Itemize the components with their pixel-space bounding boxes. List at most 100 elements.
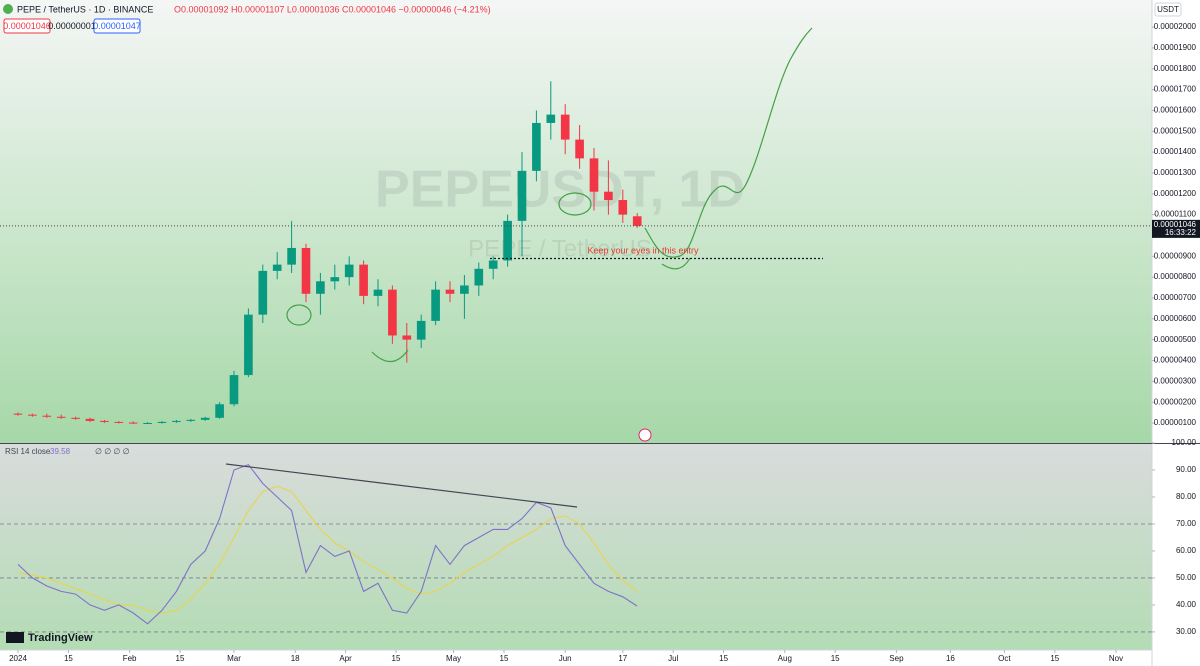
candle-body xyxy=(330,277,340,282)
candle-body xyxy=(359,264,368,296)
symbol: PEPE / TetherUS · 1D · BINANCE xyxy=(17,4,153,14)
x-tick-label: Aug xyxy=(778,654,792,663)
candle-body xyxy=(575,139,584,159)
rsi-value: 39.58 xyxy=(50,447,71,456)
y-tick-label: 0.00000900 xyxy=(1154,251,1197,260)
sell-price[interactable]: 0.00001046 xyxy=(3,21,51,31)
y-tick-label: 100.00 xyxy=(1172,438,1197,447)
candle-body xyxy=(474,268,484,286)
candle-body xyxy=(488,260,498,269)
y-tick-label: 0.00001500 xyxy=(1154,126,1197,135)
candle-body xyxy=(13,413,23,415)
x-tick-label: Sep xyxy=(889,654,904,663)
currency-button[interactable] xyxy=(1154,2,1182,17)
y-tick-label: 0.00001100 xyxy=(1154,210,1196,219)
y-tick-label: 0.00001200 xyxy=(1154,189,1197,198)
y-tick-label: 0.00001400 xyxy=(1154,147,1197,156)
x-tick-label: 17 xyxy=(618,654,627,663)
logo xyxy=(6,632,24,643)
candle-body xyxy=(517,170,527,221)
candle-body xyxy=(215,404,224,418)
candle-body xyxy=(344,264,354,278)
rsi-extras: ∅ ∅ ∅ ∅ xyxy=(95,447,130,456)
candle-body xyxy=(445,289,455,294)
candle-body xyxy=(373,289,383,296)
candle-body xyxy=(229,375,239,405)
candle-body xyxy=(172,420,181,422)
candle-body xyxy=(388,289,397,336)
candle-body xyxy=(244,314,253,376)
x-tick-label: Oct xyxy=(998,654,1011,663)
candle-body xyxy=(460,285,469,294)
rsi-title: RSI 14 close xyxy=(5,447,51,456)
candle-body xyxy=(546,114,556,123)
candle-body xyxy=(416,320,426,340)
x-tick-label: 15 xyxy=(64,654,73,663)
y-tick-label: 0.00000700 xyxy=(1154,293,1197,302)
x-tick-label: Jul xyxy=(668,654,678,663)
x-tick-label: Mar xyxy=(227,654,241,663)
x-tick-label: May xyxy=(446,654,461,663)
x-tick-label: Jun xyxy=(559,654,572,663)
rsi-pane xyxy=(0,444,1152,650)
candle-body xyxy=(604,191,613,201)
x-tick-label: 15 xyxy=(1050,654,1059,663)
candle-body xyxy=(186,419,196,421)
currency[interactable]: USDT xyxy=(1157,5,1179,14)
x-tick-label: 15 xyxy=(392,654,401,663)
y-tick-label: 0.00001600 xyxy=(1154,106,1197,115)
drawings xyxy=(286,27,813,363)
sell-button[interactable] xyxy=(3,18,51,34)
y-tick-label: 0.00000300 xyxy=(1154,376,1197,385)
drawing-curve xyxy=(661,257,691,270)
candle-body xyxy=(128,422,138,424)
candle-body xyxy=(402,335,412,340)
candle-body xyxy=(301,247,311,294)
y-tick-label: 0.00002000 xyxy=(1154,22,1197,31)
candle-body xyxy=(28,414,37,416)
candle-body xyxy=(532,122,541,171)
y-tick-label: 90.00 xyxy=(1176,465,1197,474)
candle-body xyxy=(258,270,268,315)
candle-body xyxy=(157,421,167,423)
x-tick-label: 15 xyxy=(500,654,509,663)
watermark-subtitle: PEPE / TetherUS xyxy=(468,235,652,262)
symbol-icon xyxy=(3,4,13,14)
y-tick-label: 40.00 xyxy=(1176,600,1197,609)
buy-price[interactable]: 0.00001047 xyxy=(93,21,141,31)
y-tick-label: 0.00001900 xyxy=(1154,43,1197,52)
event-icon[interactable] xyxy=(638,428,652,442)
y-tick-label: 0.00000500 xyxy=(1154,335,1197,344)
price-tag-countdown: 16:33:22 xyxy=(1165,228,1197,237)
x-tick-label: 15 xyxy=(176,654,185,663)
candle-body xyxy=(316,281,325,294)
price-tag xyxy=(1152,219,1200,238)
buy-button[interactable] xyxy=(93,18,141,34)
x-tick-label: 18 xyxy=(291,654,300,663)
candle-body xyxy=(85,418,95,421)
y-tick-label: 0.00000800 xyxy=(1154,272,1197,281)
drawing-ellipse xyxy=(286,304,312,326)
ohlc: O0.00001092 H0.00001107 L0.00001036 C0.0… xyxy=(174,4,491,14)
y-tick-label: 0.00001800 xyxy=(1154,64,1197,73)
candle-body xyxy=(618,200,628,215)
marks xyxy=(0,81,1152,633)
candle-body xyxy=(42,415,52,417)
candle-body xyxy=(287,247,296,265)
candle-body xyxy=(71,417,80,419)
legend-header: PEPE / TetherUS · 1D · BINANCE O0.000010… xyxy=(3,4,491,34)
trend-line xyxy=(225,463,578,508)
branding: TradingView xyxy=(6,632,93,644)
candle-body xyxy=(143,422,152,424)
brand-name: TradingView xyxy=(28,632,93,644)
watermark-title: PEPEUSDT, 1D xyxy=(375,161,745,219)
y-tick-label: 0.00000600 xyxy=(1154,314,1197,323)
y-tick-label: 0.00001700 xyxy=(1154,85,1197,94)
drawing-ellipse xyxy=(558,192,592,216)
price-pane xyxy=(0,0,1152,443)
candle-body xyxy=(503,220,512,261)
drawing-curve xyxy=(371,349,409,363)
y-tick-label: 60.00 xyxy=(1176,546,1197,555)
